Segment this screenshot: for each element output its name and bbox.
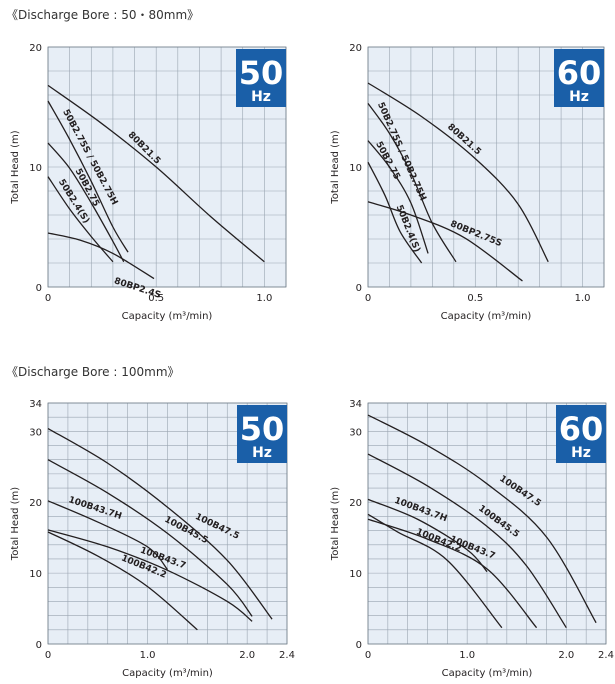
plot-frame [367,402,607,645]
x-tick-label: 2.4 [279,650,295,661]
x-tick-label: 0 [365,650,371,661]
series-line [47,100,129,253]
x-tick-label: 0 [365,293,371,304]
series-line [47,232,155,280]
y-tick-label: 34 [349,399,362,410]
badge-frequency: 60 [557,54,602,92]
section-title-100mm: 《Discharge Bore : 100mm》 [6,365,180,379]
y-tick-label: 30 [349,427,362,438]
x-tick-label: 1.0 [140,650,156,661]
plot-frame [367,46,605,288]
series-line [47,529,253,622]
series-line [367,201,523,282]
y-tick-label: 30 [29,427,42,438]
x-tick-label: 0 [45,650,51,661]
y-tick-label: 20 [29,43,42,54]
x-axis-title: Capacity (m³/min) [441,311,532,322]
chart-3: 0 1.0 2.0 2.4 0 10 20 30 34 Capacity (m³/min) Tota… [10,399,295,679]
x-tick-label: 0 [45,293,51,304]
series-line [47,500,169,570]
badge-background [237,405,287,463]
y-tick-label: 10 [349,569,362,580]
chart-4: 0 1.0 2.0 2.4 0 10 20 30 34 Capacity (m³/min) Tota… [330,399,614,679]
series-line [47,142,125,263]
x-tick-label: 2.0 [239,650,255,661]
chart-1: 0 0.5 1.0 0 10 20 Capacity (m³/min) Total Head … [10,43,287,322]
y-tick-label: 0 [356,640,362,651]
x-tick-label: 0.5 [148,293,164,304]
y-tick-label: 20 [29,498,42,509]
y-tick-label: 10 [29,569,42,580]
x-axis-title: Capacity (m³/min) [442,668,533,679]
x-axis-title: Capacity (m³/min) [122,311,213,322]
y-axis-title: Total Head (m) [330,487,341,562]
x-tick-label: 2.4 [598,650,614,661]
series-line [367,82,549,263]
series-line [47,84,265,263]
badge-unit: Hz [571,445,591,461]
badge-background [554,49,604,107]
badge-frequency: 50 [240,410,285,448]
badge-unit: Hz [252,445,272,461]
x-tick-label: 1.0 [459,650,475,661]
x-tick-label: 1.0 [256,293,272,304]
x-tick-label: 0.5 [467,293,483,304]
y-tick-label: 34 [29,399,42,410]
series-line [367,103,457,263]
x-tick-label: 2.0 [558,650,574,661]
y-axis-title: Total Head (m) [10,487,21,562]
y-tick-label: 0 [36,640,42,651]
badge-background [556,405,606,463]
series-line [47,427,273,620]
badge-unit: Hz [251,89,271,105]
series-line [47,531,198,631]
series-line [47,176,114,263]
y-tick-label: 10 [349,163,362,174]
series-line [367,513,503,629]
badge-background [236,49,286,107]
y-tick-label: 20 [349,43,362,54]
series-line [367,414,597,624]
series-line [367,161,423,264]
badge-frequency: 50 [239,54,284,92]
plot-frame [47,46,287,288]
badge-frequency: 60 [559,410,604,448]
y-tick-label: 0 [36,283,42,294]
badge-unit: Hz [569,89,589,105]
y-axis-title: Total Head (m) [10,130,21,205]
series-line [367,453,567,629]
series-line [367,140,429,254]
section-title-50-80mm: 《Discharge Bore : 50・80mm》 [6,8,200,22]
x-axis-title: Capacity (m³/min) [122,668,213,679]
y-axis-title: Total Head (m) [330,130,341,205]
chart-2: 0 0.5 1.0 0 10 20 Capacity (m³/min) Total Head … [330,43,605,322]
series-line [47,459,253,617]
plot-frame [47,402,288,645]
y-tick-label: 10 [29,163,42,174]
x-tick-label: 1.0 [575,293,591,304]
series-line [367,518,538,629]
series-line [367,498,488,573]
y-tick-label: 0 [356,283,362,294]
y-tick-label: 20 [349,498,362,509]
